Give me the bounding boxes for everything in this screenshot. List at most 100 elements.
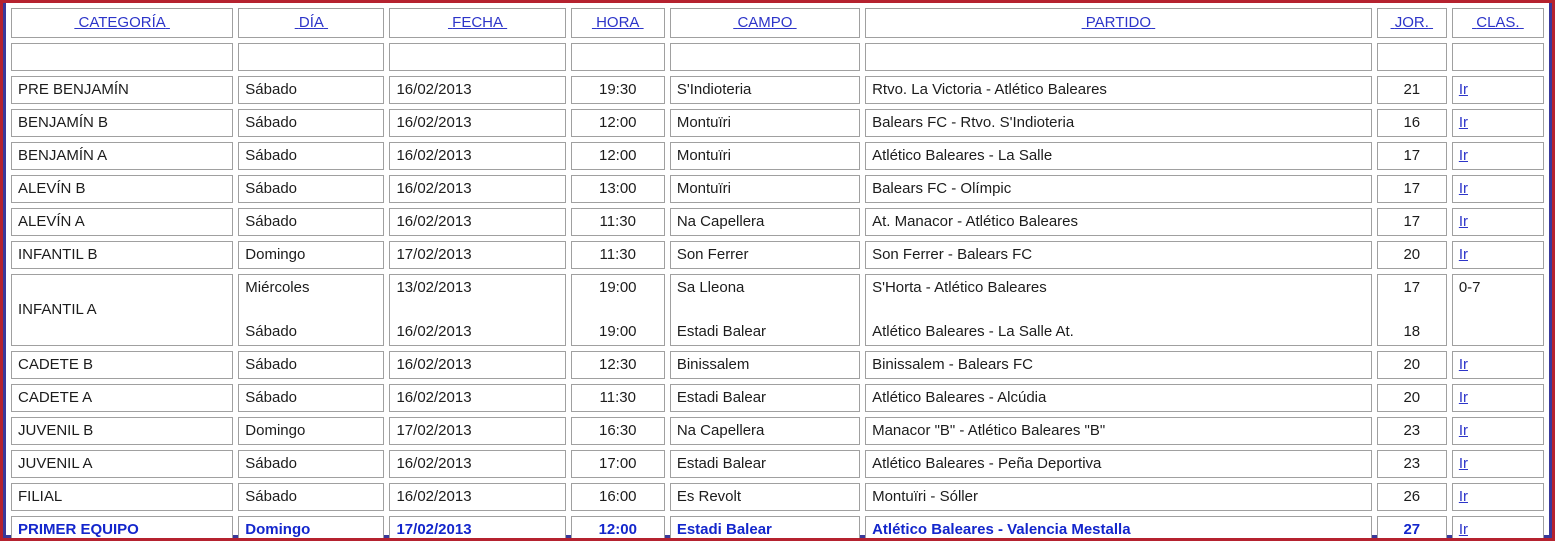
cell-category: PRE BENJAMÍN — [11, 76, 234, 104]
cell-day: Sábado — [238, 384, 385, 412]
table-row: BENJAMÍN B Sábado 16/02/2013 12:00 Montuïri B… — [11, 109, 1544, 137]
standings-link[interactable]: Ir — [1458, 147, 1468, 164]
cell-standings: Ir — [1451, 483, 1544, 511]
standings-link[interactable]: Ir — [1458, 180, 1468, 197]
cell-match: Atlético Baleares - Alcúdia — [865, 384, 1372, 412]
cell-day: Sábado — [238, 142, 385, 170]
cell-day: Domingo — [238, 516, 385, 538]
fixtures-table: CATEGORÍA DÍA FECHA HORA CAMPO PARTIDO JOR. CLA… — [6, 3, 1549, 538]
table-row: CADETE B Sábado 16/02/2013 12:30 Binissalem B… — [11, 351, 1544, 379]
column-header-time: HORA — [570, 8, 665, 38]
empty-filter-row — [11, 43, 1544, 71]
standings-link[interactable]: Ir — [1458, 213, 1468, 230]
column-header-link-standings[interactable]: CLAS. — [1476, 14, 1520, 31]
cell-category: BENJAMÍN A — [11, 142, 234, 170]
cell-time: 12:30 — [570, 351, 665, 379]
cell-round: 26 — [1376, 483, 1447, 511]
standings-link[interactable]: Ir — [1458, 356, 1468, 373]
table-header: CATEGORÍA DÍA FECHA HORA CAMPO PARTIDO JOR. CLA… — [11, 8, 1544, 38]
table-row: JUVENIL B Domingo 17/02/2013 16:30 Na Capell… — [11, 417, 1544, 445]
column-header-category: CATEGORÍA — [11, 8, 234, 38]
cell-day: Domingo — [238, 417, 385, 445]
cell-match: Son Ferrer - Balears FC — [865, 241, 1372, 269]
column-header-field: CAMPO — [669, 8, 861, 38]
cell-match: S'Horta - Atlético Baleares Atlético Bal… — [865, 274, 1372, 346]
column-header-link-category[interactable]: CATEGORÍA — [78, 14, 166, 31]
cell-category: BENJAMÍN B — [11, 109, 234, 137]
column-header-link-match[interactable]: PARTIDO — [1085, 14, 1152, 31]
standings-link[interactable]: Ir — [1458, 455, 1468, 472]
table-row: INFANTIL B Domingo 17/02/2013 11:30 Son Ferr… — [11, 241, 1544, 269]
cell-match: Rtvo. La Victoria - Atlético Baleares — [865, 76, 1372, 104]
cell-field: Montuïri — [669, 109, 861, 137]
cell-time: 11:30 — [570, 384, 665, 412]
cell-match: Binissalem - Balears FC — [865, 351, 1372, 379]
column-header-day: DÍA — [238, 8, 385, 38]
standings-link[interactable]: Ir — [1458, 246, 1468, 263]
cell-match: Atlético Baleares - Peña Deportiva — [865, 450, 1372, 478]
empty-filter-cell-match — [865, 43, 1372, 71]
cell-day: Sábado — [238, 175, 385, 203]
cell-field: Binissalem — [669, 351, 861, 379]
column-header-link-day[interactable]: DÍA — [298, 14, 324, 31]
cell-category: ALEVÍN A — [11, 208, 234, 236]
cell-category: FILIAL — [11, 483, 234, 511]
cell-category: JUVENIL A — [11, 450, 234, 478]
table-row: ALEVÍN B Sábado 16/02/2013 13:00 Montuïri Bal… — [11, 175, 1544, 203]
column-header-link-field[interactable]: CAMPO — [737, 14, 793, 31]
column-header-link-date[interactable]: FECHA — [452, 14, 503, 31]
cell-standings: Ir — [1451, 109, 1544, 137]
cell-field: Montuïri — [669, 142, 861, 170]
cell-day: Sábado — [238, 76, 385, 104]
cell-time: 12:00 — [570, 142, 665, 170]
standings-link[interactable]: Ir — [1458, 114, 1468, 131]
header-row: CATEGORÍA DÍA FECHA HORA CAMPO PARTIDO JOR. CLA… — [11, 8, 1544, 38]
cell-round: 17 — [1376, 208, 1447, 236]
cell-round: 16 — [1376, 109, 1447, 137]
cell-field: Na Capellera — [669, 208, 861, 236]
cell-date: 17/02/2013 — [389, 516, 566, 538]
cell-day: Sábado — [238, 109, 385, 137]
standings-link[interactable]: Ir — [1458, 521, 1468, 538]
cell-standings: Ir — [1451, 76, 1544, 104]
cell-day: Miércoles Sábado — [238, 274, 385, 346]
cell-round: 21 — [1376, 76, 1447, 104]
cell-round: 17 — [1376, 175, 1447, 203]
cell-standings: Ir — [1451, 175, 1544, 203]
cell-time: 17:00 — [570, 450, 665, 478]
empty-filter-cell-standings — [1451, 43, 1544, 71]
standings-link[interactable]: Ir — [1458, 488, 1468, 505]
cell-standings: Ir — [1451, 351, 1544, 379]
standings-link[interactable]: Ir — [1458, 81, 1468, 98]
cell-date: 17/02/2013 — [389, 417, 566, 445]
standings-link[interactable]: Ir — [1458, 422, 1468, 439]
empty-filter-cell-day — [238, 43, 385, 71]
empty-filter-cell-round — [1376, 43, 1447, 71]
cell-day: Sábado — [238, 208, 385, 236]
cell-time: 11:30 — [570, 241, 665, 269]
column-header-link-round[interactable]: JOR. — [1394, 14, 1429, 31]
column-header-date: FECHA — [389, 8, 566, 38]
cell-category: INFANTIL B — [11, 241, 234, 269]
table-row: PRIMER EQUIPO Domingo 17/02/2013 12:00 Estad… — [11, 516, 1544, 538]
table-row: BENJAMÍN A Sábado 16/02/2013 12:00 Montuïri A… — [11, 142, 1544, 170]
cell-standings: Ir — [1451, 241, 1544, 269]
empty-filter-cell-date — [389, 43, 566, 71]
cell-date: 16/02/2013 — [389, 351, 566, 379]
cell-round: 17 — [1376, 142, 1447, 170]
standings-link[interactable]: Ir — [1458, 389, 1468, 406]
table-row: CADETE A Sábado 16/02/2013 11:30 Estadi Bale… — [11, 384, 1544, 412]
cell-time: 12:00 — [570, 516, 665, 538]
cell-match: Manacor "B" - Atlético Baleares "B" — [865, 417, 1372, 445]
cell-time: 13:00 — [570, 175, 665, 203]
table-row: FILIAL Sábado 16/02/2013 16:00 Es Revolt Mont… — [11, 483, 1544, 511]
column-header-standings: CLAS. — [1451, 8, 1544, 38]
cell-match: Atlético Baleares - La Salle — [865, 142, 1372, 170]
cell-round: 23 — [1376, 417, 1447, 445]
cell-field: Na Capellera — [669, 417, 861, 445]
cell-category: INFANTIL A — [11, 274, 234, 346]
column-header-link-time[interactable]: HORA — [596, 14, 640, 31]
cell-round: 17 18 — [1376, 274, 1447, 346]
cell-date: 16/02/2013 — [389, 483, 566, 511]
